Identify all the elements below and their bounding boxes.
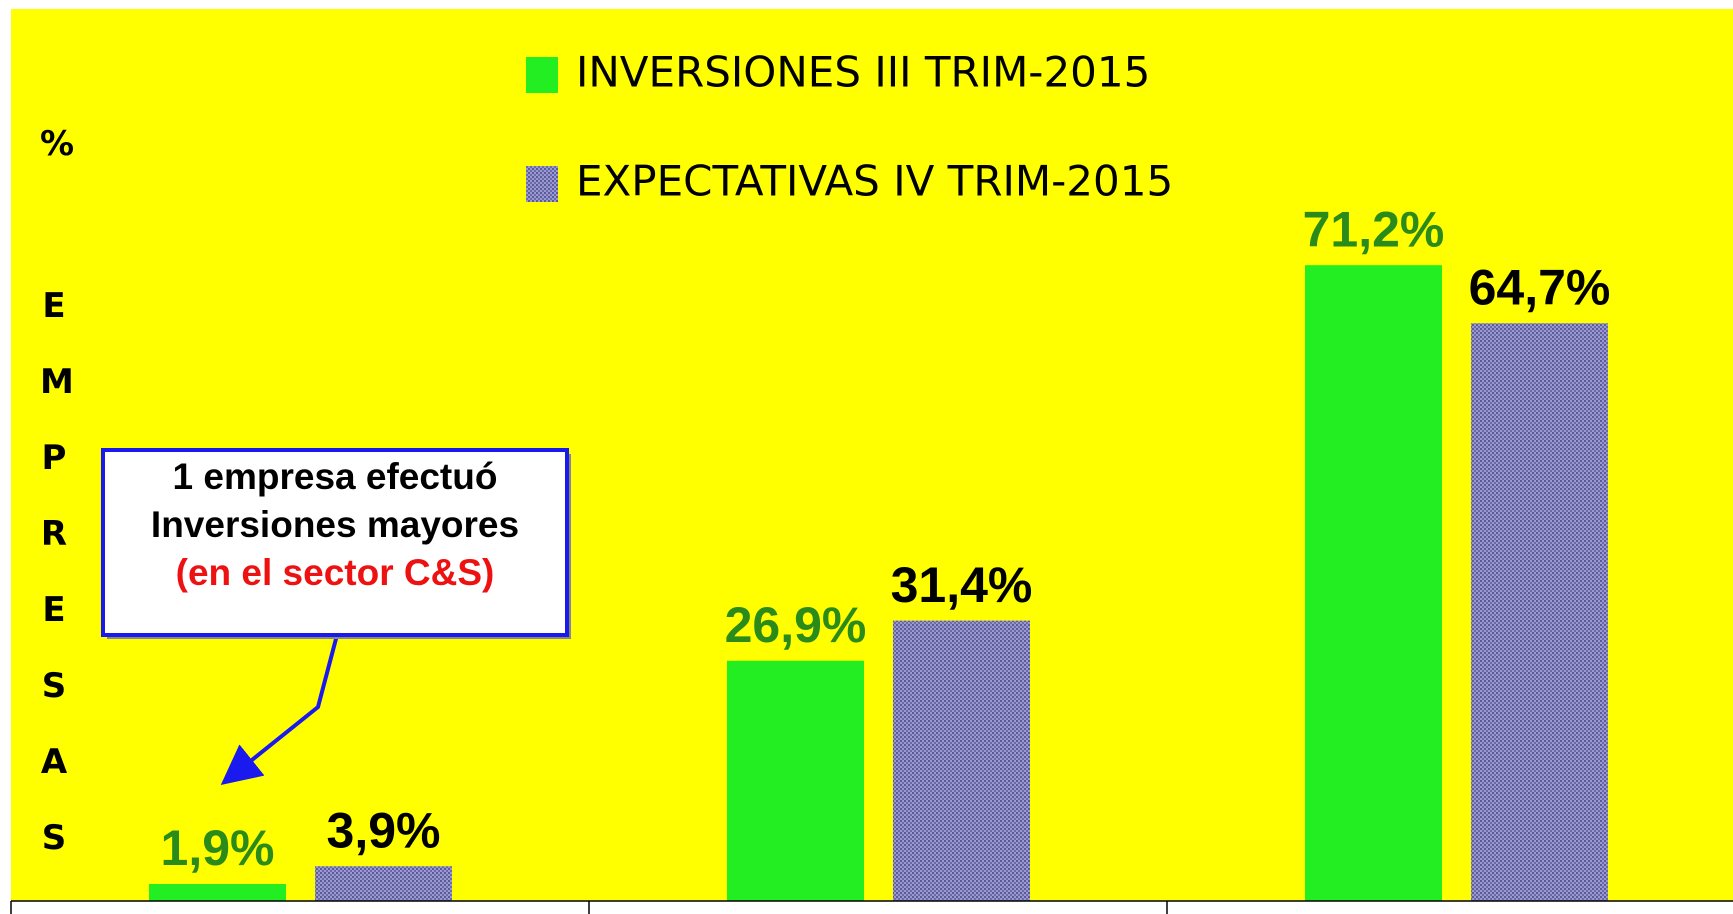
value-label: 71,2% (1303, 201, 1445, 257)
annotation-text: Inversiones mayores (151, 504, 519, 545)
bar (893, 620, 1030, 901)
annotation-pointer (220, 634, 339, 786)
legend-label: INVERSIONES III TRIM-2015 (576, 48, 1150, 97)
y-axis-label: EMPRESAS (40, 286, 74, 858)
annotation-text: (en el sector C&S) (176, 552, 495, 593)
legend-swatch (526, 166, 558, 202)
value-label: 26,9% (725, 597, 867, 653)
y-unit: % (40, 124, 75, 164)
value-label: 3,9% (327, 802, 441, 858)
bar (315, 866, 452, 901)
bar (1471, 323, 1608, 901)
value-label: 64,7% (1469, 259, 1611, 315)
annotation-text: 1 empresa efectuó (173, 456, 498, 497)
bar (149, 884, 286, 901)
legend-label: EXPECTATIVAS IV TRIM-2015 (576, 157, 1173, 206)
legend-swatch (526, 57, 558, 93)
value-label: 31,4% (891, 557, 1033, 613)
value-label: 1,9% (161, 820, 275, 876)
bar (1305, 265, 1442, 902)
bar (727, 660, 864, 901)
annotation-box (101, 448, 569, 637)
